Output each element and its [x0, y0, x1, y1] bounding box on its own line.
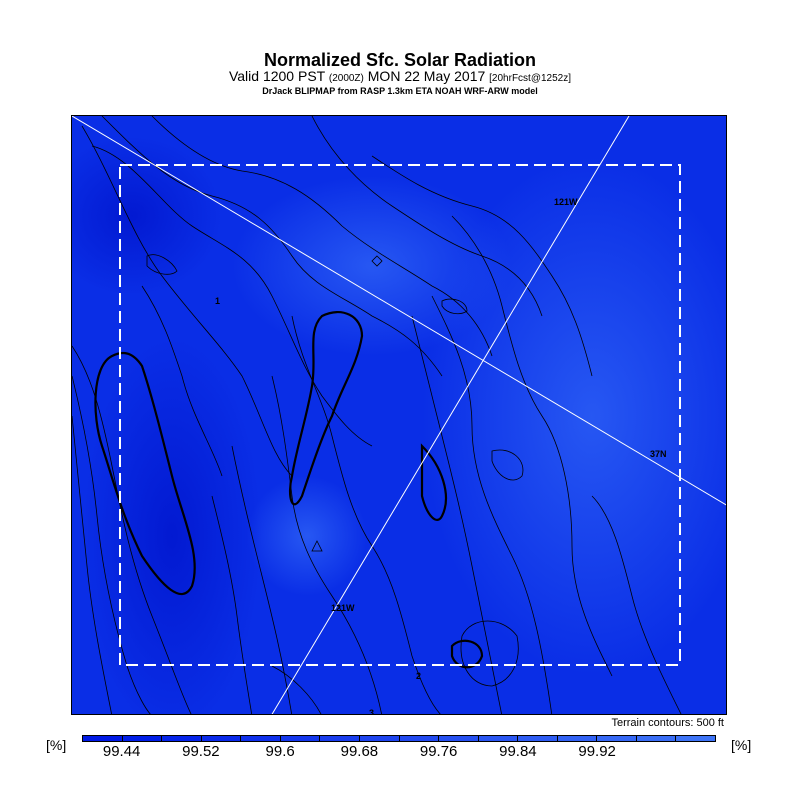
colorbar-segment: [320, 736, 360, 741]
terrain-contour: [291, 315, 441, 714]
terrain-contour-bold: [288, 311, 364, 506]
terrain-contour: [72, 415, 113, 714]
colorbar-segment: [280, 736, 321, 741]
terrain-contour: [72, 375, 151, 714]
contour-label: 2: [416, 671, 422, 681]
colorbar-segment: [83, 736, 123, 741]
terrain-contour-note: Terrain contours: 500 ft: [611, 717, 724, 729]
colorbar-tick-label: 99.76: [419, 743, 458, 760]
terrain-contour: [371, 155, 593, 377]
colorbar-segment: [478, 736, 519, 741]
colorbar-segment: [557, 736, 598, 741]
terrain-contour: [91, 145, 373, 447]
colorbar-tick-label: 99.44: [102, 743, 141, 760]
lon-label-top: 121W: [554, 197, 578, 207]
shade-north: [232, 176, 512, 356]
colorbar-segment: [439, 736, 479, 741]
contour-label: 1: [215, 296, 221, 306]
chart-title: Normalized Sfc. Solar Radiation: [263, 50, 537, 70]
lat-label: 37N: [650, 449, 667, 459]
colorbar-segment: [201, 736, 242, 741]
valid-prefix: Valid 1200 PST: [228, 68, 325, 84]
colorbar-tick-label: 99.52: [182, 743, 220, 760]
terrain-contour: [271, 665, 322, 714]
terrain-contour: [211, 495, 253, 714]
terrain-contour: [271, 375, 382, 714]
colorbar-segment: [636, 736, 677, 741]
shade-central: [247, 476, 367, 596]
terrain-contour: [411, 315, 503, 714]
shade-northwest: [72, 136, 222, 296]
terrain-contour-bold: [420, 443, 447, 521]
colorbar-segment: [122, 736, 163, 741]
colorbar-segment: [399, 736, 440, 741]
shade-west: [82, 336, 262, 714]
colorbar-segment: [241, 736, 281, 741]
terrain-contour-bold: [450, 639, 484, 669]
valid-date: MON 22 May 2017: [367, 68, 486, 84]
terrain-contour: [441, 298, 468, 315]
terrain-contour: [431, 295, 553, 714]
colorbar: [82, 735, 716, 742]
lon-label-bottom: 121W: [331, 603, 355, 613]
zulu-time: (2000Z): [328, 73, 364, 84]
map-area: 121W 121W 37N 1 2 3: [71, 115, 727, 715]
map-canvas: [72, 116, 726, 714]
terrain-contour: [491, 449, 524, 481]
terrain-contour: [81, 125, 293, 477]
terrain-contour: [371, 255, 383, 267]
forecast-info: [20hrFcst@1252z]: [489, 73, 572, 84]
latitude-line-37n: [72, 116, 726, 506]
terrain-contour: [101, 116, 443, 377]
terrain-contour: [141, 285, 223, 477]
terrain-contour: [146, 254, 178, 275]
terrain-contour: [460, 620, 519, 687]
terrain-contour-bold: [94, 351, 196, 596]
contour-label: 3: [369, 708, 375, 715]
model-line: DrJack BLIPMAP from RASP 1.3km ETA NOAH …: [262, 86, 538, 96]
colorbar-segment: [676, 736, 715, 741]
colorbar-unit-right: [%]: [731, 737, 752, 753]
valid-time-line: Valid 1200 PST (2000Z) MON 22 May 2017 […: [0, 68, 800, 84]
terrain-contour: [231, 445, 293, 714]
colorbar-tick-label: 99.92: [578, 743, 616, 760]
colorbar-segment: [162, 736, 202, 741]
longitude-line-121w: [271, 116, 630, 714]
inner-domain-box: [119, 164, 681, 666]
terrain-contour: [591, 495, 682, 714]
terrain-contour: [451, 215, 613, 677]
colorbar-tick-label: 99.6: [265, 743, 295, 760]
colorbar-unit-left: [%]: [46, 737, 67, 753]
terrain-contour: [311, 540, 323, 552]
colorbar-segment: [597, 736, 637, 741]
colorbar-tick-label: 99.84: [499, 743, 537, 760]
colorbar-segment: [518, 736, 558, 741]
colorbar-segment: [359, 736, 400, 741]
colorbar-tick-label: 99.68: [340, 743, 379, 760]
